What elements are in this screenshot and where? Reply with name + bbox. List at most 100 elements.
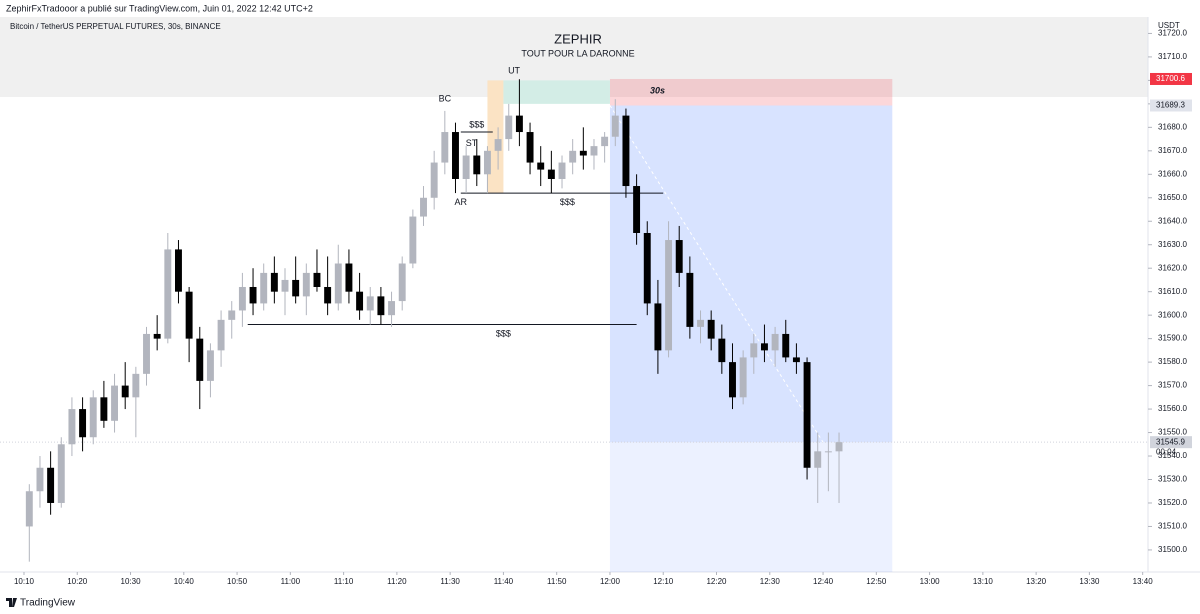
candle-body: [771, 333, 779, 351]
candle-body: [441, 132, 449, 163]
price-tag: [1150, 436, 1192, 449]
candle-body: [803, 362, 811, 468]
candle-body: [132, 373, 140, 398]
y-tick-label: 31600.0: [1158, 310, 1187, 319]
candle-body: [164, 249, 172, 339]
x-tick-label: 10:10: [14, 577, 35, 586]
y-tick-label: 31570.0: [1158, 381, 1187, 390]
candle-body: [739, 357, 747, 398]
candle-body: [228, 310, 236, 320]
candle-body: [121, 385, 129, 398]
stop-zone: [609, 78, 893, 106]
y-tick-label: 31590.0: [1158, 334, 1187, 343]
zone: [487, 80, 504, 194]
candle-body: [473, 155, 481, 175]
candle-body: [569, 150, 577, 163]
candle-body: [675, 240, 683, 273]
candle-body: [111, 385, 119, 421]
y-tick-label: 31660.0: [1158, 169, 1187, 178]
candle-body: [260, 272, 268, 304]
candle-body: [547, 169, 555, 179]
candle-body: [292, 279, 300, 297]
trend-line: [609, 105, 824, 443]
candle-body: [270, 272, 278, 292]
candle-body: [143, 333, 150, 374]
x-tick-label: 11:40: [494, 577, 514, 586]
y-tick-label: 31520.0: [1158, 498, 1187, 507]
y-tick-label: 31670.0: [1158, 146, 1187, 155]
candle-body: [302, 272, 310, 297]
published-by: ZephirFxTradooor a publié sur TradingVie…: [6, 3, 313, 13]
x-tick-label: 11:50: [547, 577, 567, 586]
x-tick-label: 11:00: [281, 577, 301, 586]
candle-body: [196, 338, 204, 381]
countdown: 00:04: [1156, 447, 1177, 456]
y-tick-label: 31580.0: [1158, 357, 1187, 366]
y-tick-label: 31650.0: [1158, 193, 1187, 202]
candle-body: [590, 146, 598, 156]
candle-body: [494, 139, 502, 151]
candle-body: [611, 115, 619, 137]
candle-body: [366, 296, 374, 311]
x-tick-label: 10:40: [174, 577, 195, 586]
candle-body: [654, 303, 662, 351]
price-tag-label: 31689.3: [1156, 101, 1185, 110]
currency: USDT: [1158, 21, 1180, 30]
candle-body: [452, 132, 459, 179]
candle-body: [356, 291, 364, 311]
candle-body: [388, 301, 396, 316]
candle-body: [760, 343, 768, 351]
candle-body: [835, 442, 843, 452]
price-tag-label: 31545.9: [1156, 437, 1185, 446]
candle-body: [25, 491, 33, 527]
candle-body: [100, 397, 108, 421]
x-tick-label: 12:20: [706, 577, 727, 586]
x-tick-label: 10:20: [67, 577, 88, 586]
candle-body: [281, 279, 289, 292]
x-tick-label: 10:50: [227, 577, 248, 586]
candle-body: [345, 263, 353, 292]
candle-body: [643, 232, 651, 304]
x-tick-label: 13:40: [1133, 577, 1154, 586]
y-tick-label: 31540.0: [1158, 451, 1187, 460]
candle-body: [718, 338, 726, 363]
annotation: $$$: [469, 119, 484, 129]
candle-body: [537, 162, 545, 170]
y-tick-label: 31680.0: [1158, 122, 1187, 131]
chart-subtitle: TOUT POUR LA DARONNE: [521, 48, 634, 58]
y-tick-label: 31510.0: [1158, 522, 1187, 531]
x-tick-label: 13:20: [1026, 577, 1047, 586]
candle-body: [420, 197, 427, 217]
candle-body: [601, 136, 609, 147]
candle-body: [238, 286, 246, 311]
x-tick-label: 13:30: [1079, 577, 1100, 586]
y-tick-label: 31530.0: [1158, 475, 1187, 484]
position-label: 30s: [650, 85, 665, 95]
chart-title: ZEPHIR: [554, 31, 602, 46]
candle-body: [782, 333, 790, 358]
candle-body: [57, 444, 65, 503]
candle-body: [665, 240, 673, 351]
candle-body: [79, 409, 87, 438]
candle-body: [334, 263, 342, 304]
annotation: AR: [455, 197, 468, 207]
price-tag: [1150, 99, 1192, 112]
candle-body: [633, 186, 641, 233]
candle-body: [398, 263, 406, 302]
candle-body: [792, 357, 800, 363]
target-zone: [609, 105, 893, 443]
candle-body: [36, 467, 44, 492]
candle-body: [217, 319, 225, 351]
annotation: BC: [439, 94, 452, 104]
candle-body: [515, 115, 523, 133]
candle-body: [697, 319, 704, 327]
y-tick-label: 31550.0: [1158, 428, 1187, 437]
plot: 31500.0 31510.0 31520.0 31530.0 31540.0 31550…: [0, 29, 1192, 586]
symbol: Bitcoin / TetherUS PERPETUAL FUTURES, 30…: [10, 22, 221, 31]
candle-body: [153, 333, 161, 339]
x-tick-label: 13:00: [920, 577, 941, 586]
candle-body: [175, 249, 182, 292]
candle-body: [47, 467, 55, 503]
